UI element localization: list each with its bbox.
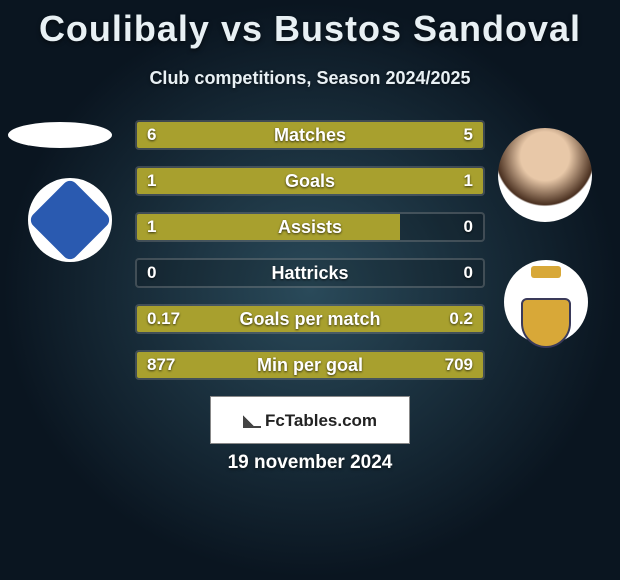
page-title: Coulibaly vs Bustos Sandoval bbox=[0, 0, 620, 50]
stat-label: Matches bbox=[137, 122, 483, 148]
stat-value-right: 709 bbox=[445, 352, 473, 378]
stat-value-right: 0 bbox=[464, 260, 473, 286]
stat-label: Goals per match bbox=[137, 306, 483, 332]
player-right-avatar bbox=[498, 128, 592, 222]
source-link[interactable]: FcTables.com bbox=[210, 396, 410, 444]
stat-label: Hattricks bbox=[137, 260, 483, 286]
stat-value-right: 0 bbox=[464, 214, 473, 240]
stat-label: Assists bbox=[137, 214, 483, 240]
stat-row: 1 Goals 1 bbox=[135, 166, 485, 196]
player-left-avatar bbox=[8, 122, 112, 148]
comparison-stats: 6 Matches 5 1 Goals 1 1 Assists 0 0 Hatt… bbox=[135, 120, 485, 396]
stat-value-right: 0.2 bbox=[449, 306, 473, 332]
stat-row: 877 Min per goal 709 bbox=[135, 350, 485, 380]
stat-value-right: 5 bbox=[464, 122, 473, 148]
stat-label: Goals bbox=[137, 168, 483, 194]
stat-row: 1 Assists 0 bbox=[135, 212, 485, 242]
subtitle: Club competitions, Season 2024/2025 bbox=[0, 68, 620, 89]
stat-label: Min per goal bbox=[137, 352, 483, 378]
player-right-club-badge bbox=[504, 260, 588, 344]
stat-value-right: 1 bbox=[464, 168, 473, 194]
stat-row: 0.17 Goals per match 0.2 bbox=[135, 304, 485, 334]
stat-row: 6 Matches 5 bbox=[135, 120, 485, 150]
player-left-club-badge bbox=[28, 178, 112, 262]
stat-row: 0 Hattricks 0 bbox=[135, 258, 485, 288]
date-label: 19 november 2024 bbox=[0, 452, 620, 474]
